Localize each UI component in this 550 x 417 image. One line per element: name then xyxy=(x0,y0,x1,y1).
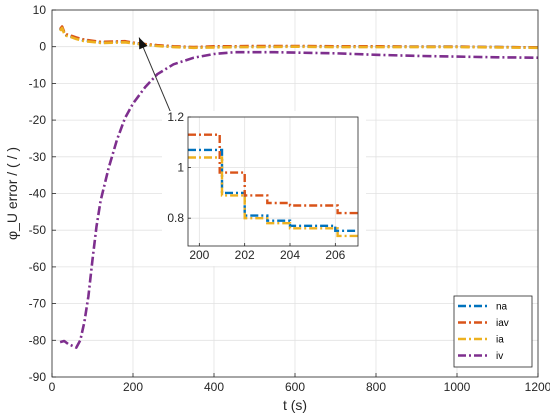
y-tick-label: -60 xyxy=(29,260,47,274)
x-tick-label: 200 xyxy=(123,380,143,394)
inset-frame xyxy=(187,116,359,247)
main-series xyxy=(59,25,539,349)
inset-x-tick-label: 200 xyxy=(189,248,209,262)
y-tick-label: -10 xyxy=(29,76,47,90)
series-line-ia xyxy=(59,26,539,50)
legend-box xyxy=(453,295,533,368)
legend: na iav ia iv xyxy=(453,295,533,368)
x-tick-label: 400 xyxy=(204,380,224,394)
y-tick-label: -80 xyxy=(29,333,47,347)
x-tick-label: 1000 xyxy=(444,380,471,394)
x-tick-label: 1200 xyxy=(525,380,550,394)
inset-zoom-plot: 200 202 204 206 1.2 1 0.8 xyxy=(162,110,366,266)
series-line-iav xyxy=(59,25,539,49)
main-tick-labels: 0 200 400 600 800 1000 1200100-10-20-30-40-50-… xyxy=(29,3,550,394)
legend-label-ia: ia xyxy=(496,335,504,346)
inset-y-tick-label: 0.8 xyxy=(167,211,184,225)
legend-label-iv: iv xyxy=(496,351,503,362)
legend-label-na: na xyxy=(496,302,508,313)
series-line-na xyxy=(59,25,539,49)
y-tick-label: -40 xyxy=(29,187,47,201)
inset-y-tick-label: 1.2 xyxy=(167,110,184,124)
y-tick-label: -30 xyxy=(29,150,47,164)
series-line-iv xyxy=(59,50,539,349)
y-axis-title: φ_U error / ( / ) xyxy=(4,147,20,240)
x-tick-label: 800 xyxy=(366,380,386,394)
inset-x-tick-label: 202 xyxy=(235,248,255,262)
inset-x-tick-label: 204 xyxy=(280,248,300,262)
y-tick-label: 0 xyxy=(39,40,46,54)
y-tick-label: -20 xyxy=(29,113,47,127)
x-axis-title: t (s) xyxy=(283,397,307,413)
inset-x-tick-label: 206 xyxy=(325,248,345,262)
arrow-head xyxy=(139,37,148,50)
y-tick-label: -70 xyxy=(29,297,47,311)
x-tick-label: 600 xyxy=(285,380,305,394)
inset-y-tick-label: 1 xyxy=(177,161,184,175)
inset-series-line-ia xyxy=(188,156,358,238)
y-tick-label: 10 xyxy=(33,3,47,17)
inset-background xyxy=(162,111,366,266)
x-tick-label: 0 xyxy=(49,380,56,394)
y-tick-label: -90 xyxy=(29,370,47,384)
y-tick-label: -50 xyxy=(29,223,47,237)
legend-label-iav: iav xyxy=(496,318,509,329)
